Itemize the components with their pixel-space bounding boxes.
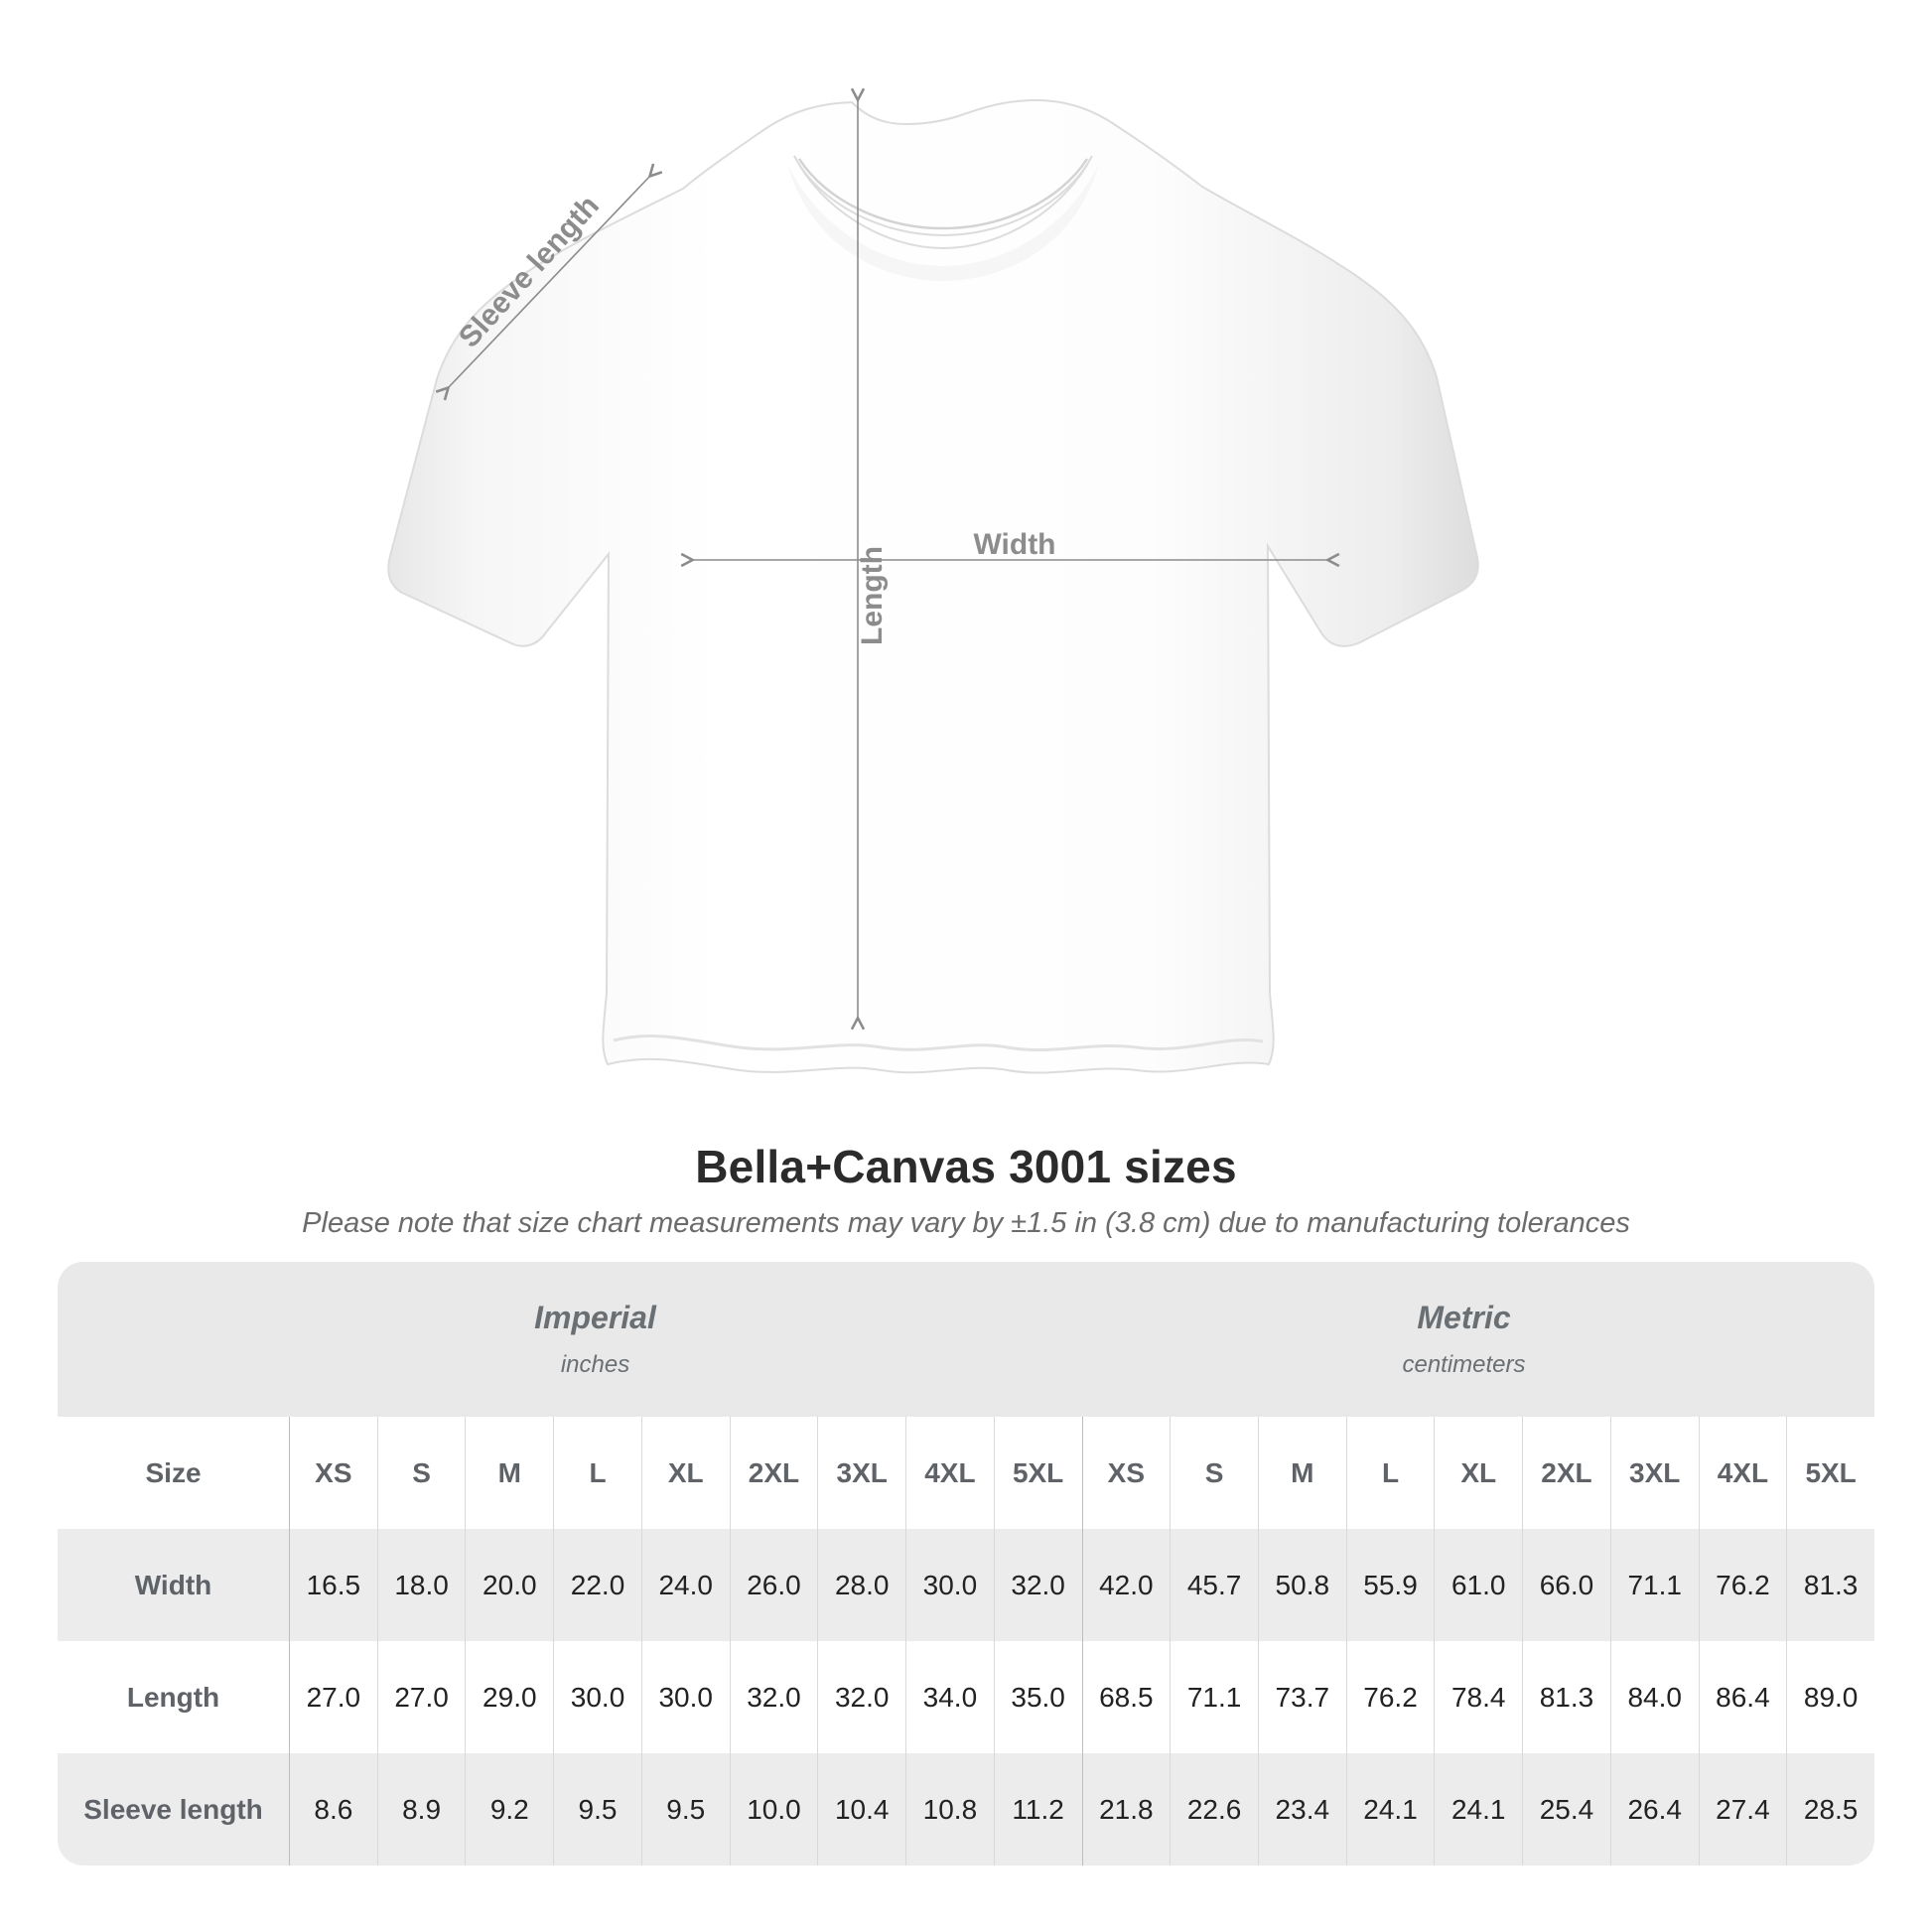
svg-text:Length: Length (856, 546, 889, 645)
svg-text:Width: Width (973, 528, 1055, 561)
